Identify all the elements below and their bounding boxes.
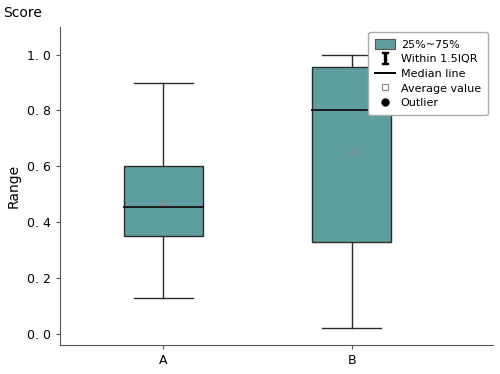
Text: Score: Score <box>3 6 42 20</box>
Bar <box>312 67 392 242</box>
Bar <box>124 166 203 236</box>
Y-axis label: Range: Range <box>7 164 21 208</box>
Legend: 25%~75%, Within 1.5IQR, Median line, Average value, Outlier: 25%~75%, Within 1.5IQR, Median line, Ave… <box>368 32 488 115</box>
